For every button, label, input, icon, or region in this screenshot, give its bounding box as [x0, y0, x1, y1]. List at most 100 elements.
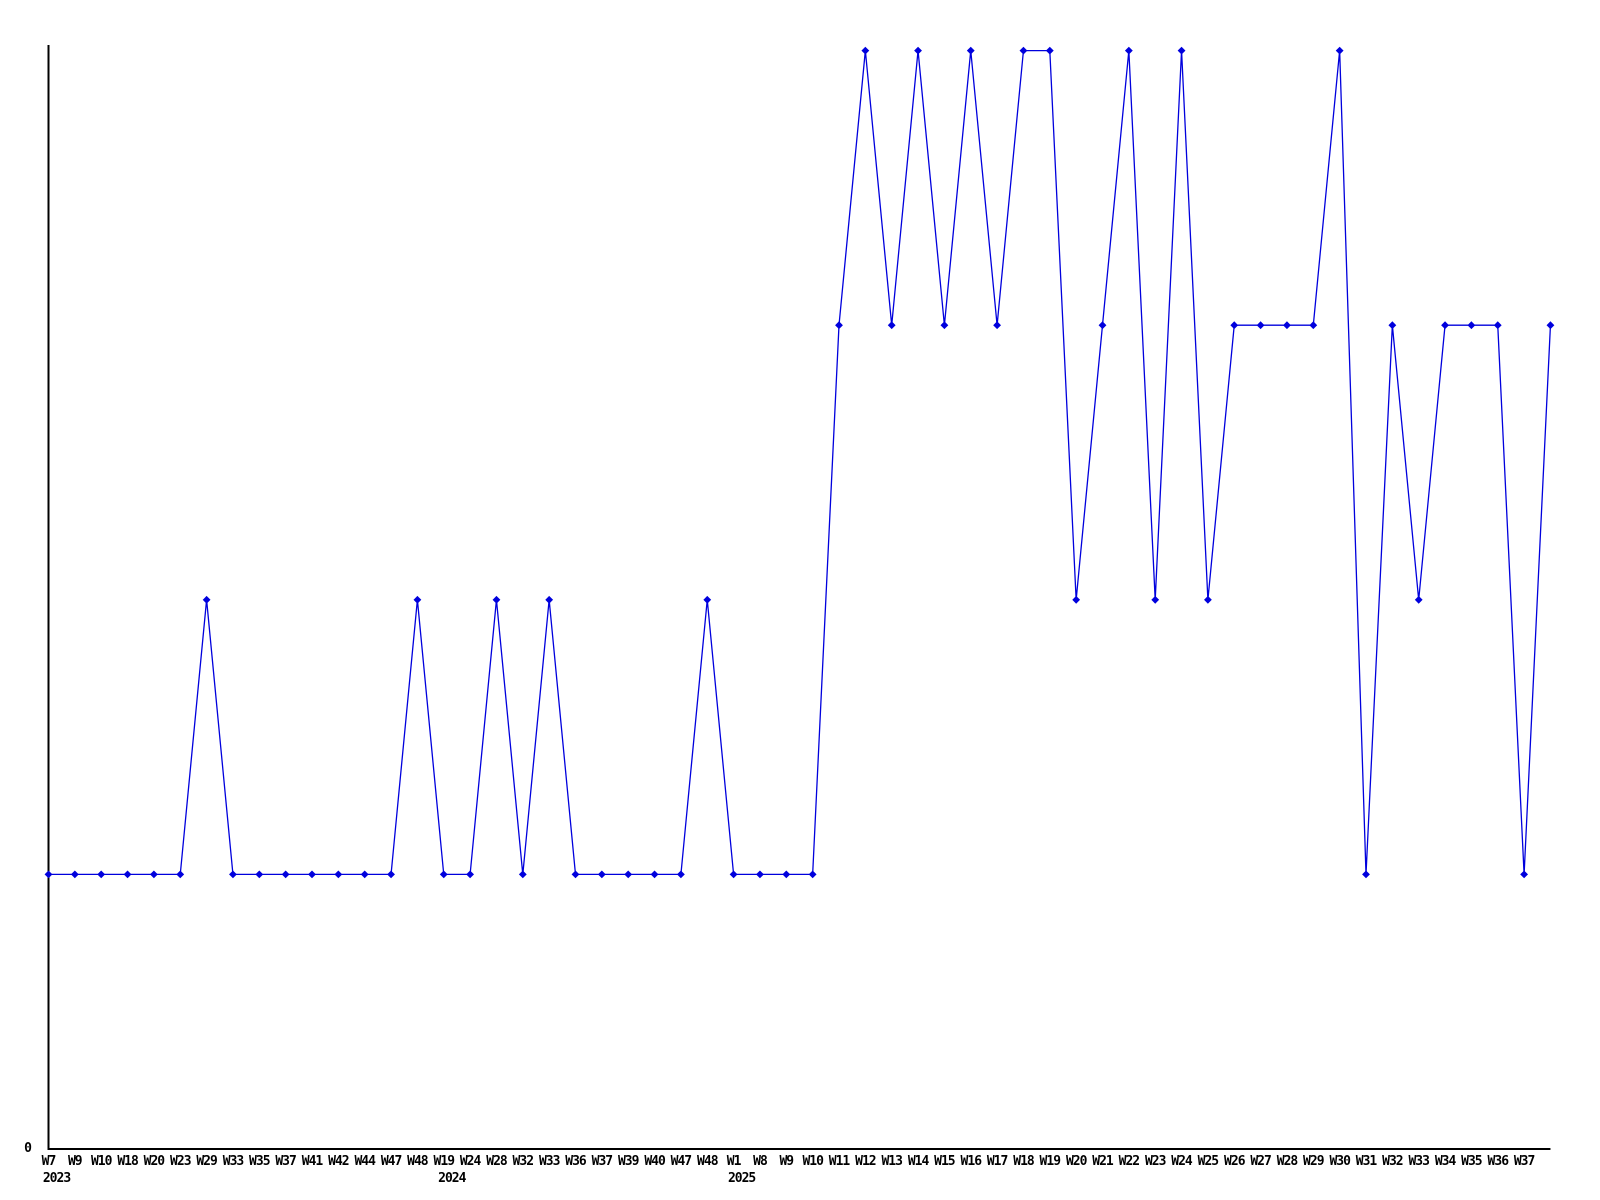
- x-axis-week-label: W35: [249, 1154, 270, 1169]
- x-axis-week-label: W20: [1065, 1154, 1087, 1169]
- x-axis-week-label: W23: [1144, 1154, 1166, 1169]
- x-axis-week-label: W13: [881, 1154, 902, 1169]
- data-point-marker: [492, 595, 501, 604]
- data-point-marker: [1441, 321, 1449, 330]
- data-point-marker: [255, 870, 264, 879]
- data-point-marker: [993, 321, 1002, 330]
- data-point-marker: [861, 46, 870, 55]
- data-point-marker: [1151, 595, 1160, 604]
- data-point-marker: [1362, 870, 1370, 879]
- x-axis-week-label: W35: [1461, 1154, 1482, 1169]
- data-point-marker: [1230, 321, 1239, 330]
- data-point-marker: [334, 870, 343, 879]
- x-axis-week-label: W19: [1039, 1154, 1061, 1169]
- data-line: [48, 49, 1552, 876]
- data-point-marker: [1019, 46, 1028, 55]
- data-point-marker: [1309, 321, 1318, 330]
- data-point-marker: [229, 870, 237, 879]
- x-axis-week-label: W22: [1118, 1154, 1140, 1169]
- data-point-marker: [97, 870, 106, 879]
- data-point-marker: [387, 870, 395, 879]
- x-axis-week-label: W28: [486, 1154, 507, 1169]
- x-axis-week-label: W10: [802, 1154, 823, 1169]
- x-axis-week-label: W15: [934, 1154, 955, 1169]
- x-axis-year-label: 2023: [42, 1171, 71, 1186]
- x-axis-week-label: W33: [538, 1154, 560, 1169]
- x-axis-week-label: W8: [753, 1154, 768, 1169]
- data-point-marker: [1098, 321, 1107, 330]
- x-axis-week-label: W32: [1382, 1154, 1403, 1169]
- data-point-marker: [466, 870, 475, 879]
- x-axis-week-label: W14: [907, 1154, 929, 1169]
- data-point-marker: [940, 321, 949, 330]
- x-axis-week-label: W47: [380, 1154, 402, 1169]
- data-point-marker: [518, 870, 527, 879]
- data-point-marker: [123, 870, 132, 879]
- data-point-marker: [70, 870, 79, 879]
- x-axis-week-label: W7: [41, 1154, 57, 1169]
- x-axis-week-label: W24: [1171, 1154, 1192, 1169]
- x-axis-week-label: W19: [433, 1154, 455, 1169]
- x-axis-week-label: W9: [67, 1154, 83, 1169]
- x-axis-week-label: W33: [222, 1154, 244, 1169]
- data-point-marker: [571, 870, 580, 879]
- data-point-marker: [1546, 321, 1555, 330]
- data-point-marker: [624, 870, 633, 879]
- data-point-marker: [756, 870, 764, 879]
- x-axis-week-label: W18: [1013, 1154, 1034, 1169]
- data-point-marker: [1283, 321, 1291, 330]
- x-axis-week-label: W12: [855, 1154, 876, 1169]
- x-axis-week-label: W28: [1276, 1154, 1298, 1169]
- data-point-marker: [308, 870, 316, 879]
- x-axis-week-label: W47: [670, 1154, 692, 1169]
- data-point-marker: [1335, 46, 1344, 55]
- x-axis-week-label: W44: [354, 1154, 375, 1169]
- x-axis-week-label: W24: [459, 1154, 481, 1169]
- data-point-marker: [545, 595, 554, 604]
- data-point-marker: [808, 870, 817, 879]
- x-axis-week-label: W41: [301, 1154, 323, 1169]
- x-axis-week-label: W34: [1434, 1154, 1456, 1169]
- data-point-marker: [44, 870, 53, 879]
- x-axis-week-label: W26: [1224, 1154, 1245, 1169]
- data-point-marker: [360, 870, 369, 879]
- x-axis-week-label: W17: [986, 1154, 1008, 1169]
- data-point-marker: [413, 595, 422, 604]
- data-point-marker: [149, 870, 158, 879]
- x-axis-week-label: W27: [1250, 1154, 1271, 1169]
- x-axis-week-label: W29: [1303, 1154, 1324, 1169]
- data-point-marker: [650, 870, 659, 879]
- x-axis-week-label: W39: [617, 1154, 639, 1169]
- data-point-marker: [966, 46, 975, 55]
- data-point-marker: [676, 870, 685, 879]
- x-axis-week-label: W25: [1197, 1154, 1219, 1169]
- x-axis-week-label: W16: [960, 1154, 982, 1169]
- x-axis-year-label: 2024: [438, 1171, 466, 1186]
- x-axis-week-label: W48: [697, 1154, 718, 1169]
- data-point-marker: [1045, 46, 1054, 55]
- data-point-marker: [1124, 46, 1133, 55]
- x-axis-week-label: W29: [196, 1154, 217, 1169]
- data-point-marker: [1388, 321, 1397, 330]
- x-axis-week-label: W9: [779, 1154, 794, 1169]
- data-point-marker: [835, 321, 843, 330]
- data-point-marker: [887, 321, 896, 330]
- data-point-marker: [1493, 321, 1502, 330]
- data-point-marker: [1072, 595, 1081, 604]
- data-point-marker: [1177, 46, 1186, 55]
- data-point-marker: [703, 595, 712, 604]
- x-axis-week-label: W37: [591, 1154, 613, 1169]
- x-axis-week-label: W31: [1355, 1154, 1377, 1169]
- data-point-marker: [597, 870, 606, 879]
- x-axis-week-label: W11: [828, 1154, 850, 1169]
- data-point-marker: [1467, 321, 1476, 330]
- data-point-marker: [1256, 321, 1265, 330]
- x-axis-week-label: W1: [726, 1154, 742, 1169]
- y-axis-zero-label: 0: [24, 1141, 32, 1156]
- x-axis-year-label: 2025: [727, 1171, 756, 1186]
- x-axis-week-label: W42: [328, 1154, 349, 1169]
- x-axis-week-label: W10: [90, 1154, 112, 1169]
- data-point-marker: [202, 595, 211, 604]
